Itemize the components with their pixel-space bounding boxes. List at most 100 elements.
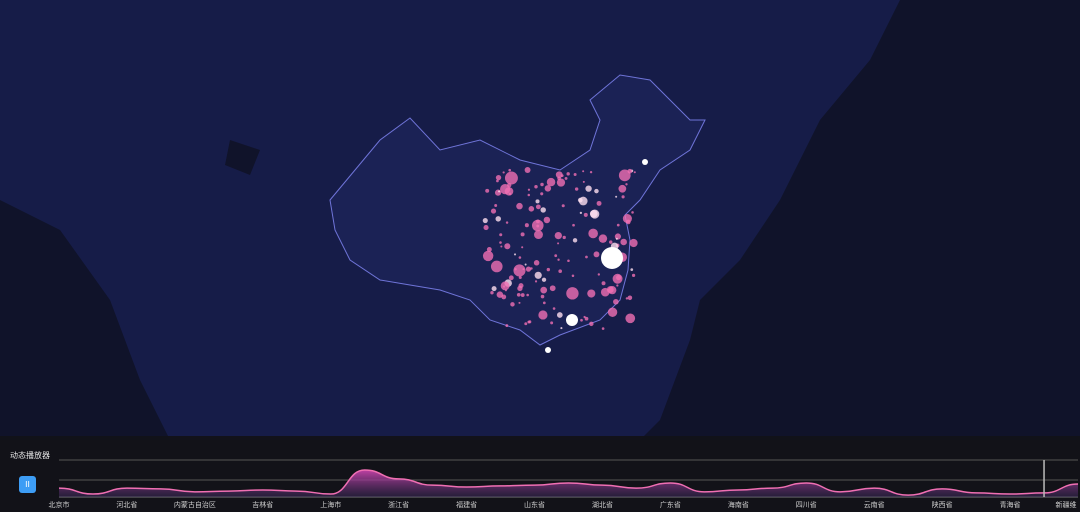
city-dot: [494, 204, 498, 207]
city-dot: [485, 188, 490, 193]
city-dot: [518, 283, 524, 289]
city-dot: [573, 172, 577, 176]
city-dot: [546, 267, 551, 272]
city-dot: [572, 238, 578, 243]
city-dot: [601, 281, 606, 286]
city-dot: [541, 277, 547, 282]
city-dot: [482, 217, 488, 224]
tick-label[interactable]: 福建省: [456, 500, 477, 509]
city-dot: [524, 223, 529, 228]
city-dot: [490, 208, 497, 214]
city-dot: [627, 168, 633, 174]
pause-icon: II: [25, 480, 30, 489]
city-dot: [625, 297, 629, 300]
city-dot: [554, 231, 562, 240]
tick-label[interactable]: 广东省: [660, 500, 681, 509]
city-dot: [629, 238, 638, 248]
city-dot: [594, 188, 599, 194]
city-dot-major: [545, 347, 551, 353]
city-dot: [618, 169, 631, 182]
tick-label[interactable]: 青海省: [1000, 500, 1021, 509]
city-dot: [582, 180, 585, 183]
city-dot: [561, 204, 565, 208]
tick-label[interactable]: 山东省: [524, 500, 545, 509]
city-dot: [527, 188, 531, 191]
city-dot: [538, 310, 548, 320]
city-dot: [560, 327, 563, 330]
city-dot: [534, 230, 543, 240]
city-dot: [502, 171, 505, 174]
city-dot: [566, 287, 579, 300]
city-dot: [584, 316, 589, 321]
pause-button[interactable]: II: [19, 476, 36, 493]
city-dot: [520, 293, 525, 297]
player-title: 动态播放器: [10, 451, 50, 460]
timeline-player: 动态播放器 II 北京市 河北省 内蒙古自治区 吉林省 上海市 浙江省 福建省 山东省 湖北省 广…: [0, 436, 1080, 512]
tick-label[interactable]: 新疆维: [1056, 500, 1077, 509]
city-dot: [528, 206, 535, 212]
city-dot: [540, 286, 548, 294]
city-dot: [597, 273, 601, 276]
city-dot: [596, 200, 602, 206]
tick-label[interactable]: 浙江省: [388, 500, 409, 509]
tick-label[interactable]: 四川省: [796, 500, 817, 509]
city-dot: [564, 176, 568, 180]
city-dot: [499, 233, 503, 237]
city-dot: [549, 285, 556, 292]
tick-label[interactable]: 吉林省: [252, 500, 273, 509]
city-dot: [633, 171, 636, 174]
city-dot: [630, 268, 634, 271]
tick-label[interactable]: 北京市: [49, 500, 70, 509]
city-dot: [558, 269, 562, 274]
city-dot: [616, 223, 620, 227]
city-dot: [504, 243, 511, 250]
city-dot: [557, 258, 560, 261]
city-dot: [627, 295, 633, 301]
city-dot: [631, 211, 634, 214]
timeline-chart[interactable]: 北京市 河北省 内蒙古自治区 吉林省 上海市 浙江省 福建省 山东省 湖北省 广东省 海南省 四川省 云…: [0, 436, 1080, 512]
series-line: [58, 469, 1079, 496]
city-dot: [615, 237, 618, 240]
city-dot: [534, 185, 538, 189]
tick-label[interactable]: 海南省: [728, 500, 749, 509]
map-view[interactable]: [0, 0, 1080, 440]
caspian-sea: [225, 140, 260, 175]
landmasses: [0, 0, 1080, 440]
city-dot: [535, 204, 541, 210]
city-dot: [505, 221, 509, 224]
tick-label[interactable]: 上海市: [320, 500, 341, 509]
city-dot: [533, 260, 540, 266]
city-dot: [571, 274, 575, 278]
city-dot: [534, 271, 542, 279]
city-dot: [598, 234, 608, 243]
tick-label[interactable]: 陕西省: [932, 500, 953, 509]
tick-label[interactable]: 河北省: [116, 500, 137, 509]
city-dot: [625, 313, 636, 324]
city-dot: [621, 195, 625, 199]
city-dot: [513, 253, 517, 256]
city-dot: [555, 171, 563, 179]
city-dot: [491, 286, 497, 292]
city-dot: [625, 183, 628, 186]
map-svg: [0, 0, 1080, 440]
china-outline: [329, 74, 706, 346]
city-dot: [556, 178, 566, 187]
city-dot: [483, 225, 489, 231]
tick-label[interactable]: 湖北省: [592, 500, 613, 509]
city-dot: [508, 275, 514, 281]
city-dot: [618, 184, 627, 193]
city-dot: [522, 268, 525, 271]
city-dot: [482, 250, 494, 262]
ocean-east-dark: [640, 0, 1080, 440]
city-dot: [535, 199, 540, 204]
city-dot: [607, 307, 618, 317]
city-dot: [525, 266, 532, 272]
city-dot: [496, 179, 499, 183]
city-dot: [612, 273, 623, 284]
tick-label[interactable]: 云南省: [864, 500, 885, 509]
city-dot: [550, 321, 554, 325]
city-dot: [577, 197, 583, 203]
tick-label[interactable]: 内蒙古自治区: [174, 500, 216, 509]
city-dot: [516, 292, 521, 297]
city-dot: [518, 275, 522, 280]
